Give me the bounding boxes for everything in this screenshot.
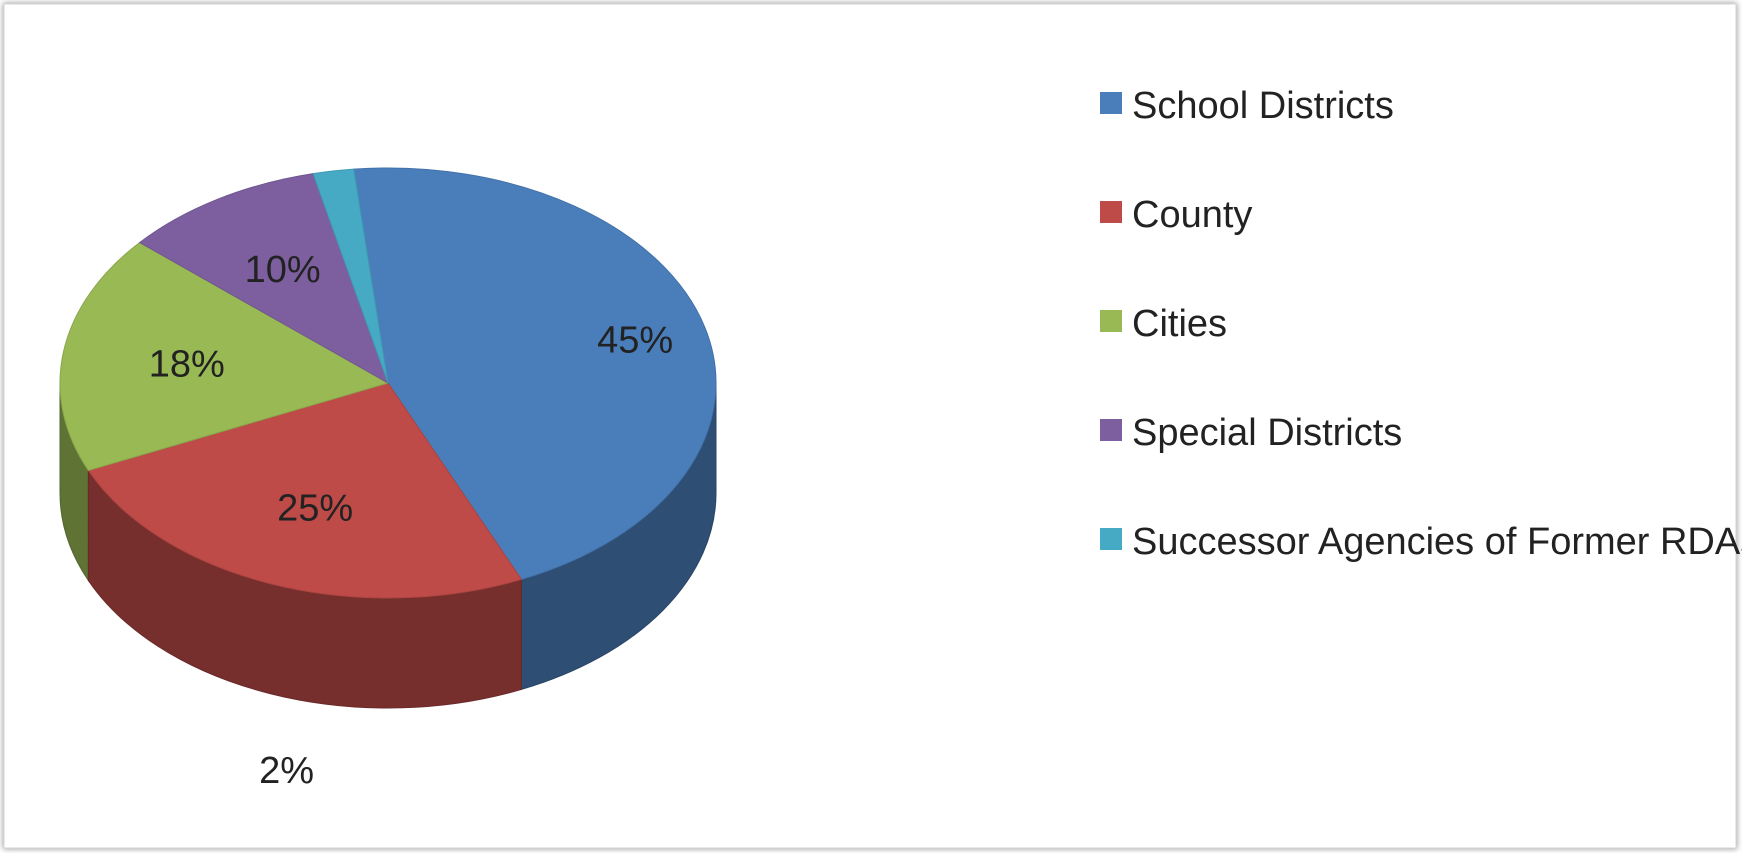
pie-slice-cities: [59, 241, 390, 472]
data-label-special-districts: 10%: [245, 249, 321, 291]
data-label-county: 25%: [277, 487, 353, 529]
legend-swatch-school-districts: [1100, 92, 1122, 114]
pie-slice-special-districts: [138, 173, 389, 385]
legend-swatch-county: [1100, 201, 1122, 223]
data-label-successor-agencies-of-former-rdas: 2%: [259, 750, 314, 792]
pie-slice-county: [87, 382, 523, 599]
legend-label-successor-agencies-of-former-rdas: Successor Agencies of Former RDAs: [1132, 521, 1742, 563]
data-labels: 45% 25% 18% 10% 2%: [149, 249, 673, 792]
legend-label-school-districts: School Districts: [1132, 85, 1394, 127]
legend-swatch-successor-agencies-of-former-rdas: [1100, 528, 1122, 550]
legend: School Districts County Cities Special Dist…: [1100, 85, 1742, 563]
legend-swatch-special-districts: [1100, 419, 1122, 441]
pie-group: [59, 167, 717, 709]
pie-slice-successor-agencies-of-former-rdas: [312, 168, 389, 384]
legend-label-special-districts: Special Districts: [1132, 412, 1402, 454]
pie-slice-school-districts: [353, 167, 717, 580]
data-label-cities: 18%: [149, 344, 225, 386]
legend-label-county: County: [1132, 194, 1252, 236]
data-label-school-districts: 45%: [597, 320, 673, 362]
legend-swatch-cities: [1100, 310, 1122, 332]
legend-label-cities: Cities: [1132, 303, 1227, 345]
